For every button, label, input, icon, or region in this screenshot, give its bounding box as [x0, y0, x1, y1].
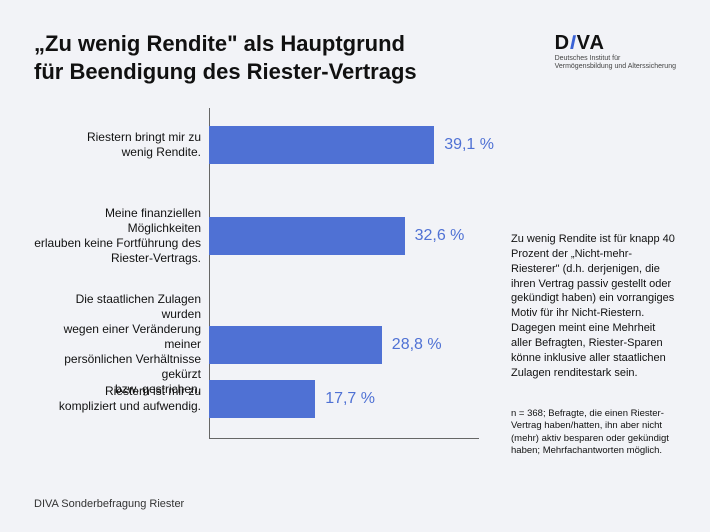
- logo-main: DIVA: [555, 32, 676, 55]
- logo-letter: VA: [577, 32, 605, 54]
- sidebar-paragraph: Zu wenig Rendite ist für knapp 40 Prozen…: [511, 232, 676, 380]
- bar-row: Riestern ist mir zukompliziert und aufwe…: [34, 380, 494, 418]
- bar-value: 39,1 %: [444, 136, 494, 154]
- bar-label: Meine finanziellen Möglichkeitenerlauben…: [34, 206, 209, 266]
- bar-value: 32,6 %: [415, 227, 465, 245]
- bar-chart: Riestern bringt mir zuwenig Rendite. 39,1…: [34, 108, 494, 458]
- x-axis: [209, 438, 479, 439]
- logo-subtitle-1: Deutsches Institut für: [555, 55, 676, 63]
- bar-rect: [209, 326, 382, 364]
- title-line-1: „Zu wenig Rendite" als Hauptgrund: [34, 31, 405, 56]
- bar-label: Riestern ist mir zukompliziert und aufwe…: [34, 384, 209, 414]
- bar-row: Meine finanziellen Möglichkeitenerlauben…: [34, 206, 494, 266]
- source-line: DIVA Sonderbefragung Riester: [34, 498, 184, 510]
- bar-value: 28,8 %: [392, 336, 442, 354]
- bar-rect: [209, 380, 315, 418]
- bar-label: Riestern bringt mir zuwenig Rendite.: [34, 130, 209, 160]
- logo-subtitle-2: Vermögensbildung und Alterssicherung: [555, 63, 676, 71]
- bar-value: 17,7 %: [325, 390, 375, 408]
- page-title: „Zu wenig Rendite" als Hauptgrund für Be…: [34, 30, 417, 85]
- bar-row: Riestern bringt mir zuwenig Rendite. 39,1…: [34, 126, 494, 164]
- bar-rect: [209, 126, 434, 164]
- sidebar-note: n = 368; Befragte, die einen Riester-Ver…: [511, 408, 676, 457]
- title-line-2: für Beendigung des Riester-Vertrags: [34, 59, 417, 84]
- bar-rect: [209, 217, 405, 255]
- logo: DIVA Deutsches Institut für Vermögensbil…: [555, 32, 676, 72]
